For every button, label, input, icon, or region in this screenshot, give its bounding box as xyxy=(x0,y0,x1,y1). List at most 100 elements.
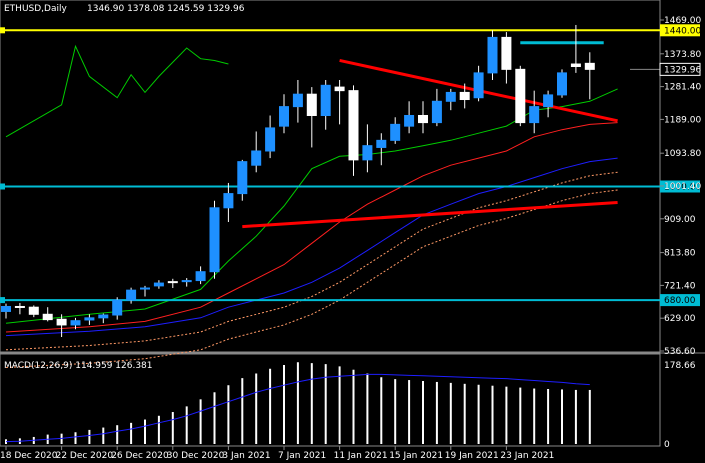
x-tick-label: 22 Dec 2020 xyxy=(56,451,114,461)
candle xyxy=(70,317,81,330)
candle xyxy=(279,94,289,134)
candle xyxy=(557,69,567,98)
candle-body xyxy=(1,305,11,312)
trendline xyxy=(242,200,618,229)
level-tag xyxy=(660,180,700,193)
current-price-label: 1329.96 xyxy=(664,65,701,75)
candle-body xyxy=(320,84,331,116)
candle xyxy=(404,101,415,134)
candle-body xyxy=(153,282,164,287)
candle xyxy=(473,65,484,102)
candle-body xyxy=(473,72,484,99)
candle-body xyxy=(501,36,512,70)
candle-body xyxy=(390,123,401,141)
y-tick-label: 909.00 xyxy=(664,215,696,225)
y-tick-label: 1189.00 xyxy=(664,115,701,125)
candles xyxy=(1,24,595,338)
y-tick-label: 536.60 xyxy=(664,347,696,357)
candle-body xyxy=(543,94,554,108)
candle xyxy=(1,303,11,319)
x-tick-label: 3 Jan 2021 xyxy=(222,451,270,461)
level-anchor xyxy=(0,297,5,304)
candle xyxy=(140,285,150,297)
candle xyxy=(306,87,317,148)
candle-body xyxy=(362,145,373,161)
y-tick-label: 1093.80 xyxy=(664,149,701,159)
chart-ohlc: 1346.90 1378.08 1245.59 1329.96 xyxy=(87,4,245,14)
candle-body xyxy=(570,63,581,68)
y-tick-label: 629.00 xyxy=(664,314,696,324)
macd-tick-label: 178.66 xyxy=(664,361,696,371)
ichimoku-cloud xyxy=(5,171,618,368)
candle xyxy=(320,79,331,130)
candle-body xyxy=(14,305,25,308)
candle xyxy=(459,83,470,109)
candle-body xyxy=(557,72,567,96)
candle xyxy=(56,314,67,338)
level-tag xyxy=(660,24,700,37)
level-anchor xyxy=(0,27,5,34)
candle xyxy=(237,159,248,201)
candle xyxy=(126,287,137,304)
x-tick-label: 11 Jan 2021 xyxy=(334,451,388,461)
candle-body xyxy=(376,139,387,148)
candle xyxy=(543,90,554,118)
candle xyxy=(570,24,581,73)
x-tick-label: 19 Jan 2021 xyxy=(445,451,499,461)
x-tick-label: 30 Dec 2020 xyxy=(167,451,225,461)
y-tick-label: 1281.40 xyxy=(664,83,701,93)
macd-tick-label: 0 xyxy=(664,440,670,450)
candle xyxy=(84,314,95,325)
macd-header: MACD(12,26,9) 114.959 126.381 xyxy=(4,361,153,371)
x-tick-label: 7 Jan 2021 xyxy=(278,451,326,461)
candle-body xyxy=(265,127,276,152)
candle-body xyxy=(237,161,248,195)
candle xyxy=(501,32,512,84)
candle-body xyxy=(431,100,442,124)
trendlines xyxy=(242,41,618,229)
y-tick-label: 1469.00 xyxy=(664,16,701,26)
x-tick-label: 18 Dec 2020 xyxy=(0,451,58,461)
level-tag-label: 680.00 xyxy=(664,296,696,306)
candle xyxy=(292,79,303,123)
y-tick-label: 721.40 xyxy=(664,281,696,291)
kijun-line xyxy=(5,122,618,333)
candle-body xyxy=(126,289,137,301)
candle xyxy=(445,88,456,111)
horizontal-levels: 1440.00 1000.00 680.00 1329.96 xyxy=(0,24,701,307)
candle xyxy=(529,90,540,134)
candle-body xyxy=(28,306,39,315)
candle-body xyxy=(195,271,206,282)
candle xyxy=(98,313,109,324)
candle-body xyxy=(112,299,123,316)
candle-body xyxy=(584,62,595,70)
y-tick-label: 1001.40 xyxy=(664,182,701,192)
candle-body xyxy=(251,150,262,166)
candle xyxy=(112,297,123,320)
candle xyxy=(195,266,206,285)
y-tick-label: 813.80 xyxy=(664,249,696,259)
level-tag-label: 1000.00 xyxy=(664,182,701,192)
candle-body xyxy=(445,91,456,102)
candle xyxy=(348,85,359,176)
cloud-span-b xyxy=(5,189,618,368)
candle xyxy=(265,115,276,159)
candle xyxy=(418,101,428,134)
candle xyxy=(431,88,442,127)
x-tick-label: 23 Jan 2021 xyxy=(500,451,554,461)
macd-signal-line xyxy=(5,373,590,443)
candle xyxy=(515,65,526,127)
x-tick-label: 15 Jan 2021 xyxy=(389,451,443,461)
candle xyxy=(209,200,220,279)
candle xyxy=(14,302,25,315)
current-price-tag xyxy=(659,62,701,76)
macd-panel-frame xyxy=(0,353,661,447)
candle-body xyxy=(334,86,345,92)
price-axis: 1469.00 1373.80 1281.40 1189.00 1093.80 1001.… xyxy=(660,16,701,357)
candle-body xyxy=(404,114,415,127)
y-tick-label: 1373.80 xyxy=(664,50,701,60)
candle-body xyxy=(292,93,303,108)
candle-body xyxy=(181,280,192,283)
